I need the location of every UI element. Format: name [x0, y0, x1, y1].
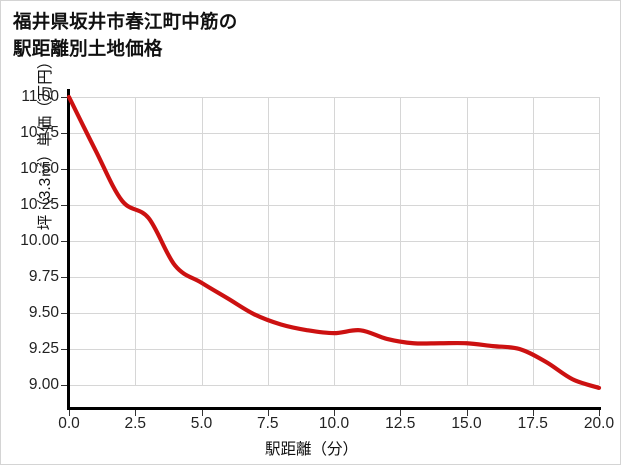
gridline-vertical [267, 97, 269, 385]
gridline-horizontal [69, 385, 599, 386]
x-tick-mark [400, 410, 402, 416]
x-tick-label: 2.5 [124, 415, 147, 432]
x-tick-mark [267, 410, 269, 416]
gridline-vertical [334, 97, 335, 385]
y-axis-label: 坪（3.3㎡）単価（万円） [37, 53, 54, 231]
y-tick-label: 10.75 [20, 124, 59, 141]
y-tick-mark [61, 241, 67, 242]
y-tick-label: 9.00 [28, 376, 59, 393]
y-tick-mark [61, 97, 67, 98]
x-tick-label: 7.5 [256, 415, 279, 432]
plot-area [69, 97, 600, 386]
gridline-vertical [466, 97, 468, 385]
x-tick-label: 15.0 [451, 415, 482, 432]
y-axis-line [67, 89, 70, 409]
x-tick-mark [334, 410, 335, 416]
x-tick-mark [69, 410, 70, 416]
y-tick-mark [61, 205, 67, 206]
x-tick-mark [466, 410, 468, 416]
gridline-vertical [599, 97, 600, 385]
chart-title: 福井県坂井市春江町中筋の 駅距離別土地価格 [13, 11, 238, 59]
x-tick-label: 12.5 [385, 415, 416, 432]
y-tick-mark [61, 277, 67, 278]
gridline-vertical [135, 97, 137, 385]
x-tick-label: 20.0 [583, 415, 615, 432]
gridline-vertical [400, 97, 402, 385]
x-tick-mark [201, 410, 203, 416]
x-axis-label: 駅距離（分） [264, 441, 358, 458]
y-tick-mark [61, 169, 67, 170]
x-tick-label: 10.0 [318, 415, 350, 432]
y-tick-label: 9.75 [28, 268, 59, 285]
y-tick-label: 10.25 [20, 196, 59, 213]
y-tick-label: 9.50 [28, 304, 59, 321]
x-tick-label: 0.0 [58, 415, 80, 432]
y-tick-mark [61, 385, 67, 386]
x-axis-line [67, 407, 601, 410]
x-tick-label: 17.5 [517, 415, 548, 432]
y-axis-tick-labels: 11.00 10.75 10.50 10.25 10.00 9.75 9.50 9.25 9.0… [1, 1, 59, 464]
y-tick-mark [61, 349, 67, 350]
x-tick-mark [532, 410, 534, 416]
x-tick-mark [599, 410, 600, 416]
y-tick-label: 10.00 [20, 232, 59, 249]
gridline-vertical [201, 97, 203, 385]
gridline-vertical [532, 97, 534, 385]
y-tick-mark [61, 133, 67, 134]
x-tick-label: 5.0 [190, 415, 213, 432]
y-tick-label: 10.50 [20, 160, 59, 177]
y-tick-mark [61, 313, 67, 314]
y-tick-label: 9.25 [28, 340, 59, 357]
x-tick-mark [135, 410, 137, 416]
y-tick-label: 11.00 [21, 88, 59, 105]
